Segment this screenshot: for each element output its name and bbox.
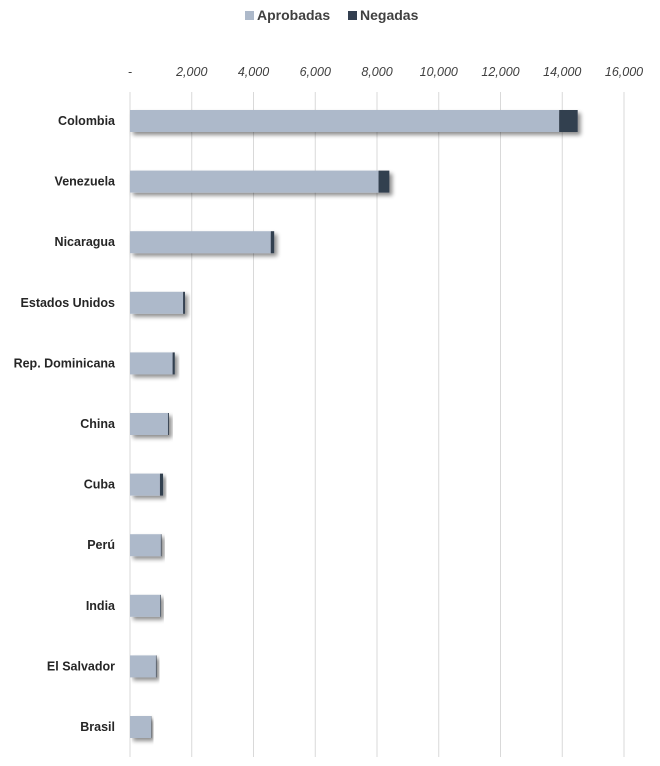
- bar-negadas: [183, 292, 185, 314]
- bar-group: [130, 655, 157, 677]
- x-tick-label: 12,000: [481, 65, 519, 79]
- bar-negadas: [173, 352, 175, 374]
- bar-aprobadas: [130, 534, 161, 556]
- bar-group: [130, 110, 578, 132]
- bar-aprobadas: [130, 716, 151, 738]
- bar-aprobadas: [130, 110, 559, 132]
- legend: Aprobadas Negadas: [245, 7, 419, 23]
- x-tick-label: 6,000: [300, 65, 331, 79]
- x-tick-label: -: [128, 65, 132, 79]
- bar-group: [130, 231, 274, 253]
- bar-negadas: [160, 474, 163, 496]
- legend-label-aprobadas: Aprobadas: [257, 7, 330, 23]
- bar-aprobadas: [130, 413, 168, 435]
- bar-group: [130, 413, 169, 435]
- y-axis-labels: Colombia Venezuela Nicaragua Estados Unidos…: [14, 114, 116, 734]
- y-category-label: Nicaragua: [55, 235, 116, 249]
- bar-aprobadas: [130, 171, 379, 193]
- y-category-label: Brasil: [80, 720, 115, 734]
- bar-aprobadas: [130, 655, 156, 677]
- x-tick-label: 10,000: [420, 65, 458, 79]
- bar-group: [130, 474, 163, 496]
- y-category-label: Venezuela: [55, 175, 116, 189]
- y-category-label: China: [80, 417, 116, 431]
- bar-aprobadas: [130, 474, 160, 496]
- x-tick-label: 8,000: [361, 65, 392, 79]
- bar-negadas: [379, 171, 390, 193]
- bar-negadas: [160, 595, 161, 617]
- bar-group: [130, 352, 175, 374]
- bars: [130, 110, 578, 738]
- bar-negadas: [271, 231, 274, 253]
- bar-group: [130, 595, 161, 617]
- legend-swatch-aprobadas: [245, 11, 254, 20]
- bar-aprobadas: [130, 352, 173, 374]
- bar-group: [130, 716, 151, 738]
- bar-negadas: [156, 655, 157, 677]
- x-tick-label: 14,000: [543, 65, 581, 79]
- y-category-label: El Salvador: [47, 659, 115, 673]
- bar-aprobadas: [130, 292, 183, 314]
- x-tick-label: 4,000: [238, 65, 269, 79]
- bar-negadas: [161, 534, 162, 556]
- y-category-label: Perú: [87, 538, 115, 552]
- bar-group: [130, 171, 389, 193]
- bar-aprobadas: [130, 595, 160, 617]
- x-tick-label: 2,000: [175, 65, 207, 79]
- y-category-label: Estados Unidos: [21, 296, 116, 310]
- bar-group: [130, 292, 185, 314]
- y-category-label: India: [86, 599, 116, 613]
- x-tick-label: 16,000: [605, 65, 643, 79]
- y-category-label: Rep. Dominicana: [14, 356, 116, 370]
- y-category-label: Cuba: [84, 478, 116, 492]
- x-axis-ticks: - 2,000 4,000 6,000 8,000 10,000 12,000 14,000 1…: [128, 65, 643, 79]
- bar-negadas: [559, 110, 578, 132]
- bar-aprobadas: [130, 231, 271, 253]
- legend-label-negadas: Negadas: [360, 7, 419, 23]
- bar-negadas: [168, 413, 169, 435]
- bar-group: [130, 534, 161, 556]
- legend-swatch-negadas: [348, 11, 357, 20]
- y-category-label: Colombia: [58, 114, 116, 128]
